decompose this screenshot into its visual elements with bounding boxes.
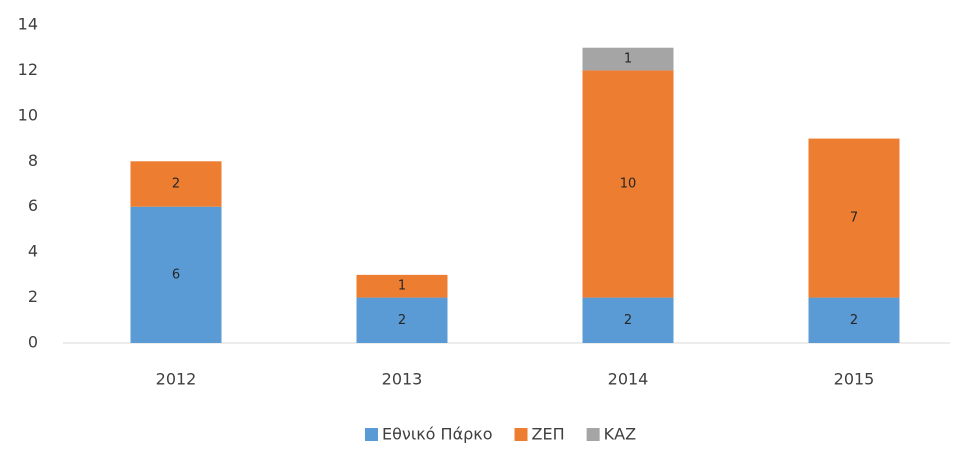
data-label: 6 xyxy=(172,267,180,282)
data-label: 2 xyxy=(624,313,632,328)
legend-swatch xyxy=(365,428,378,441)
x-tick-label: 2013 xyxy=(382,370,423,389)
x-tick-label: 2015 xyxy=(834,370,875,389)
data-label: 7 xyxy=(850,211,858,226)
bar-segment xyxy=(582,70,674,298)
bar-segment xyxy=(582,47,674,71)
legend-swatch xyxy=(586,428,600,441)
y-tick-label: 6 xyxy=(28,196,38,215)
x-tick-label: 2014 xyxy=(608,370,649,389)
x-tick-label: 2012 xyxy=(156,370,197,389)
bar-segment xyxy=(356,297,448,343)
y-tick-label: 8 xyxy=(28,151,38,170)
legend-label: Εθνικό Πάρκο xyxy=(382,425,493,444)
legend-swatch xyxy=(514,428,528,441)
bar-segment xyxy=(130,161,222,207)
data-label: 2 xyxy=(398,313,406,328)
legend-label: ΚΑΖ xyxy=(604,425,636,444)
bar-segment xyxy=(808,138,900,298)
bar-segment xyxy=(356,274,448,298)
y-tick-label: 4 xyxy=(28,242,38,261)
data-label: 10 xyxy=(620,177,637,192)
y-tick-label: 0 xyxy=(28,333,38,352)
data-label: 1 xyxy=(624,52,632,67)
y-tick-label: 2 xyxy=(28,287,38,306)
bar-segment xyxy=(130,206,222,343)
bar-segment xyxy=(808,297,900,343)
y-tick-label: 14 xyxy=(18,15,38,34)
bar-segment xyxy=(582,297,674,343)
data-label: 2 xyxy=(850,313,858,328)
data-label: 2 xyxy=(172,177,180,192)
y-tick-label: 12 xyxy=(18,60,38,79)
data-label: 1 xyxy=(398,279,406,294)
legend-label: ΖΕΠ xyxy=(532,425,565,444)
y-tick-label: 10 xyxy=(18,105,38,124)
